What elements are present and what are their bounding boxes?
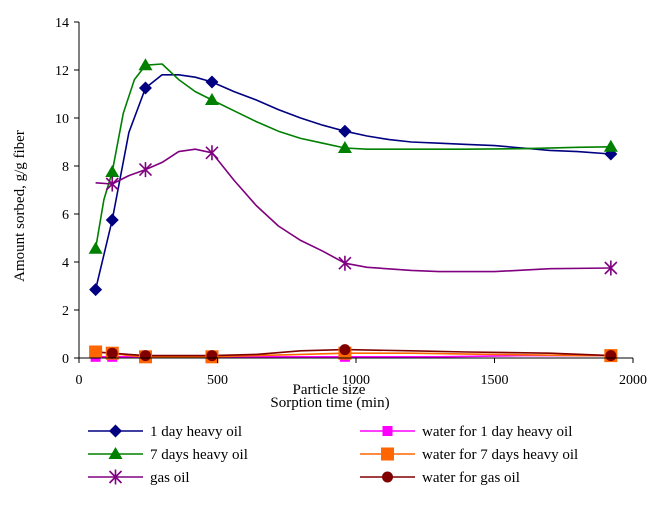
- y-tick-label: 4: [62, 256, 69, 271]
- data-point-series-3: [105, 176, 119, 192]
- y-tick-label: 10: [55, 112, 69, 127]
- plot-lines: [94, 63, 611, 358]
- data-point-series-2: [88, 241, 103, 254]
- x-tick-label: 1000: [342, 373, 370, 388]
- data-point-series-3: [205, 145, 219, 161]
- x-tick-label: 1500: [481, 373, 509, 388]
- data-point-series-6: [106, 347, 118, 359]
- legend-label: 1 day heavy oil: [150, 424, 242, 440]
- plot-markers: [88, 58, 618, 364]
- x-title-backdrop: [250, 394, 410, 410]
- data-point-series-6: [139, 350, 151, 362]
- legend-swatch-marker: [109, 424, 122, 438]
- data-point-series-3: [138, 162, 153, 178]
- data-point-series-2: [204, 93, 219, 105]
- data-point-series-6: [206, 350, 218, 362]
- series-line-5: [95, 351, 611, 358]
- legend-entry-1: 1 day heavy oil: [88, 424, 242, 440]
- data-point-series-2: [337, 141, 352, 153]
- data-point-series-1: [205, 75, 219, 89]
- x-tick-label: 500: [207, 373, 228, 388]
- y-tick-label: 8: [62, 160, 69, 175]
- data-point-series-6: [339, 344, 351, 356]
- x-axis-title: Sorption time (min): [270, 395, 389, 411]
- legend-swatch-marker: [382, 471, 393, 483]
- data-point-series-3: [338, 255, 352, 271]
- legend-swatch-marker: [108, 447, 123, 459]
- legend-entry-6: water for gas oil: [360, 470, 520, 486]
- legend-label: water for gas oil: [422, 470, 520, 486]
- data-point-series-2: [105, 165, 120, 177]
- y-axis-title: Amount sorbed, g/g fiber: [12, 130, 28, 282]
- data-point-series-2: [603, 139, 618, 152]
- legend-label: water for 7 days heavy oil: [422, 447, 578, 463]
- series-line-3: [95, 148, 611, 273]
- data-point-series-6: [605, 350, 617, 362]
- legend-label: 7 days heavy oil: [150, 447, 248, 463]
- series-line-1: [94, 74, 611, 290]
- y-tick-label: 12: [55, 64, 69, 79]
- y-tick-label: 2: [62, 304, 69, 319]
- data-point-series-1: [89, 283, 103, 297]
- legend: 1 day heavy oil 7 days heavy oil gas oil wa…: [88, 424, 578, 486]
- series-line-2: [94, 63, 611, 249]
- data-point-series-1: [138, 81, 152, 95]
- legend-label: water for 1 day heavy oil: [422, 424, 572, 440]
- series-line-6: [95, 348, 611, 357]
- y-tick-label: 14: [55, 16, 69, 31]
- legend-label: gas oil: [150, 470, 190, 486]
- x-tick-label: 2000: [619, 373, 647, 388]
- data-point-series-1: [338, 124, 352, 138]
- data-point-series-1: [105, 213, 119, 227]
- x-tick-label: 0: [76, 373, 83, 388]
- legend-entry-3: gas oil: [88, 469, 190, 486]
- data-point-series-5: [89, 345, 103, 359]
- legend-entry-4: water for 1 day heavy oil: [360, 424, 572, 440]
- legend-swatch-marker: [381, 447, 394, 461]
- legend-entry-5: water for 7 days heavy oil: [360, 447, 578, 463]
- data-point-series-2: [138, 58, 153, 71]
- legend-entry-2: 7 days heavy oil: [88, 447, 248, 463]
- y-tick-label: 6: [62, 208, 69, 223]
- data-point-series-3: [604, 260, 618, 276]
- legend-swatch-marker: [382, 426, 393, 436]
- legend-swatch-marker: [108, 469, 123, 485]
- axis-ticks: 0 2 4 6 8 10 12 14 0 500 1000 1500 2000: [55, 16, 647, 388]
- y-tick-label: 0: [62, 352, 69, 367]
